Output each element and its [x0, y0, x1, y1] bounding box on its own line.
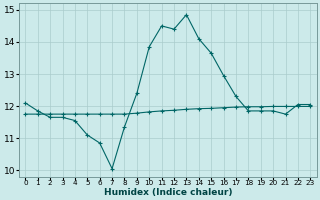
X-axis label: Humidex (Indice chaleur): Humidex (Indice chaleur)	[104, 188, 232, 197]
